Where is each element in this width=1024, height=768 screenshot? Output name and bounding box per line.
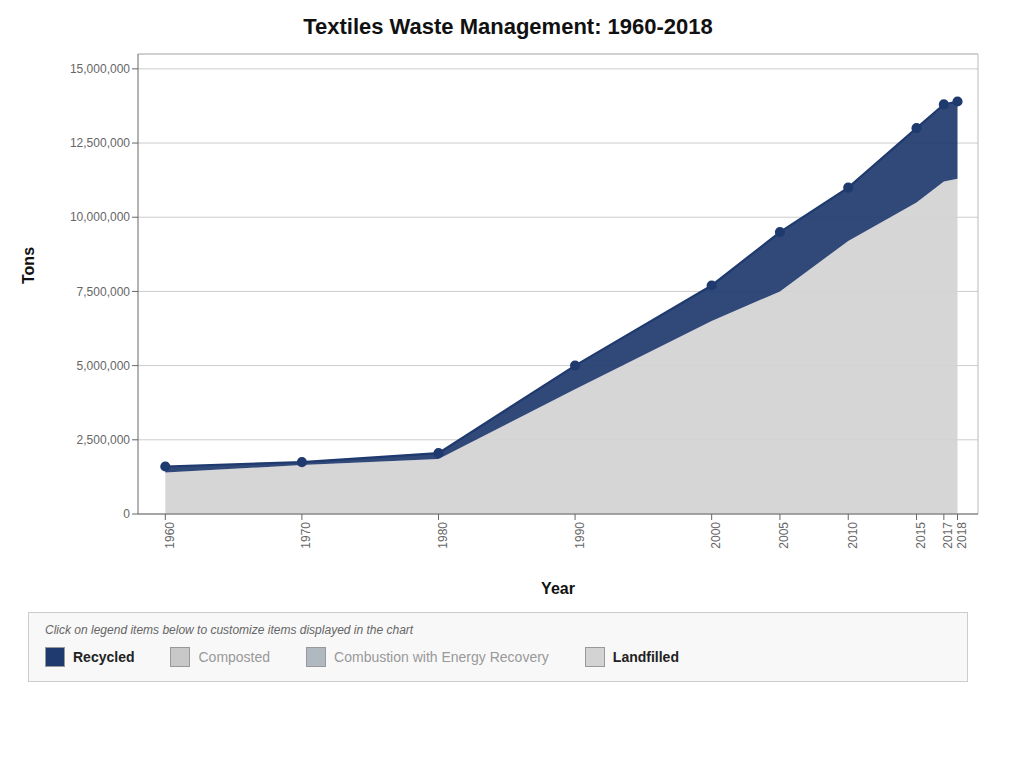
html-text:Landfilled: Landfilled xyxy=(612,649,679,665)
svg-text:5,000,000: 5,000,000 xyxy=(77,359,131,373)
svg-text:2017: 2017 xyxy=(941,522,955,549)
svg-text:15,000,000: 15,000,000 xyxy=(70,62,130,76)
svg-text:2005: 2005 xyxy=(777,522,791,549)
svg-text:Year: Year xyxy=(541,580,575,597)
svg-text:2015: 2015 xyxy=(914,522,928,549)
svg-text:2018: 2018 xyxy=(955,522,969,549)
html-text:Click on legend items below to: Click on legend items below to customize… xyxy=(45,623,414,637)
svg-text:12,500,000: 12,500,000 xyxy=(70,136,130,150)
svg-text:2010: 2010 xyxy=(846,522,860,549)
svg-text:2000: 2000 xyxy=(709,522,723,549)
svg-text:1990: 1990 xyxy=(573,522,587,549)
html-text:Recycled: Recycled xyxy=(73,649,135,665)
svg-text:10,000,000: 10,000,000 xyxy=(70,210,130,224)
svg-text:1960: 1960 xyxy=(163,522,177,549)
svg-text:Tons: Tons xyxy=(20,247,37,284)
svg-text:1970: 1970 xyxy=(299,522,313,549)
svg-text:2,500,000: 2,500,000 xyxy=(77,433,131,447)
html-text:Composted: Composted xyxy=(198,649,271,665)
svg-text:1980: 1980 xyxy=(436,522,450,549)
svg-text:0: 0 xyxy=(123,507,130,521)
html-text:Combustion with Energy Recover: Combustion with Energy Recovery xyxy=(334,649,549,665)
svg-text:7,500,000: 7,500,000 xyxy=(77,285,131,299)
html-text:Textiles Waste Management: 196: Textiles Waste Management: 1960-2018 xyxy=(303,14,713,39)
